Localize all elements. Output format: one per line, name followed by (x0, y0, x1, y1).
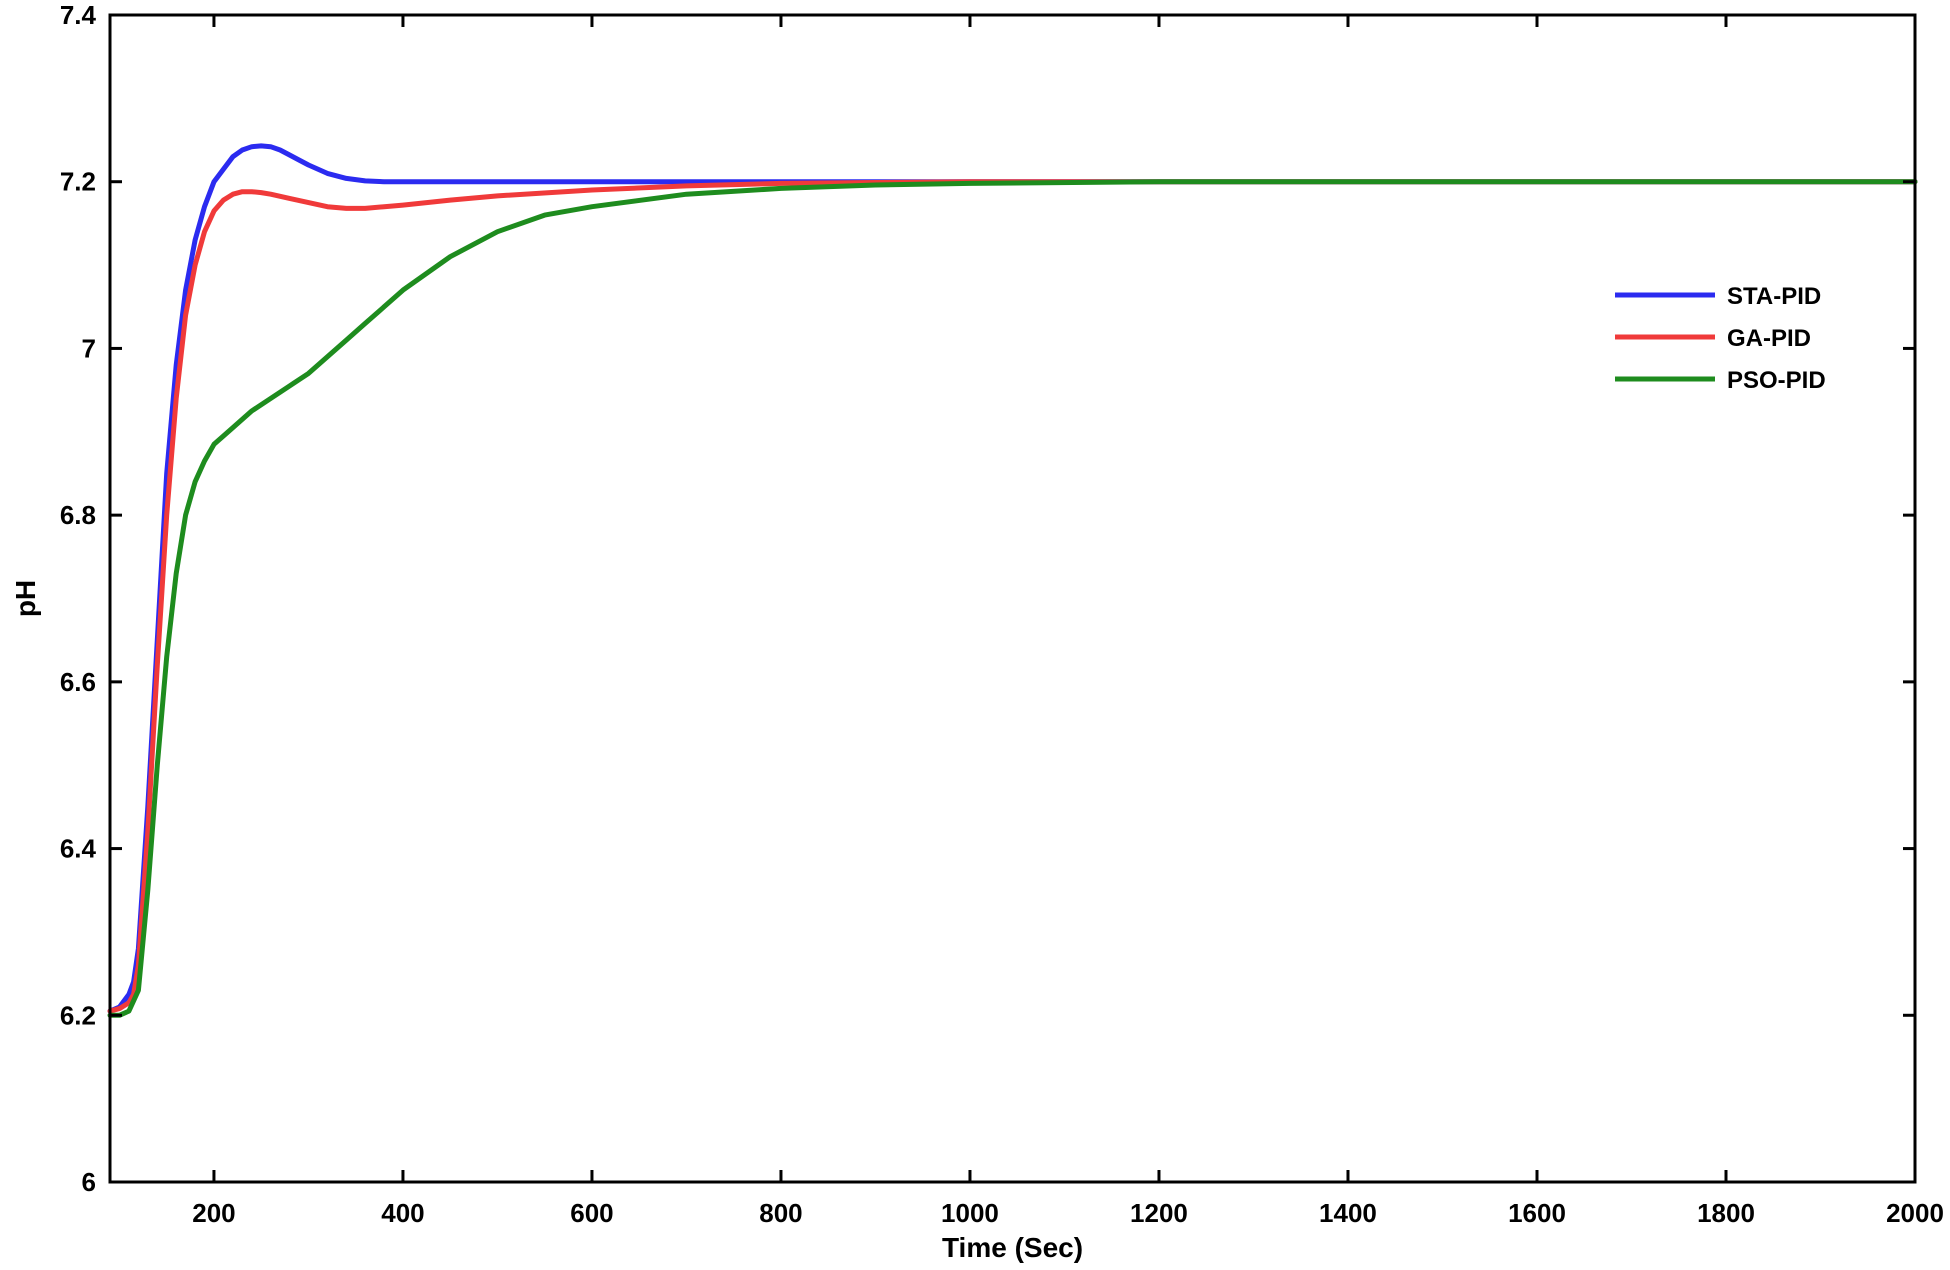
y-tick-label: 6 (82, 1167, 96, 1197)
series-layer (107, 143, 1918, 1018)
x-axis-label: Time (Sec) (942, 1232, 1083, 1263)
series-line-ga-pid (107, 179, 1918, 1014)
legend: STA-PID GA-PID PSO-PID (1615, 283, 1826, 394)
x-tick-label: 800 (759, 1198, 802, 1228)
legend-label-sta-pid: STA-PID (1727, 283, 1821, 310)
y-tick-label: 6.8 (60, 500, 96, 530)
series-line-sta-pid (107, 143, 1918, 1014)
x-tick-label: 600 (570, 1198, 613, 1228)
x-tick-label: 1600 (1508, 1198, 1566, 1228)
y-tick-label: 6.4 (60, 834, 97, 864)
y-tick-label: 7.2 (60, 167, 96, 197)
x-tick-label: 200 (192, 1198, 235, 1228)
x-tick-label: 2000 (1886, 1198, 1944, 1228)
legend-label-ga-pid: GA-PID (1727, 325, 1811, 352)
series-line-pso-pid (107, 179, 1918, 1018)
x-tick-label: 400 (381, 1198, 424, 1228)
x-tick-label: 1200 (1130, 1198, 1188, 1228)
y-axis-label: pH (10, 580, 41, 617)
axes-layer: 200 400 600 800 1000 1200 1400 1600 1800 2000 6 6.2… (10, 0, 1944, 1263)
x-tick-label: 1800 (1697, 1198, 1755, 1228)
x-tick-label: 1400 (1319, 1198, 1377, 1228)
x-tick-label: 1000 (941, 1198, 999, 1228)
y-tick-label: 7.4 (60, 0, 97, 30)
legend-label-pso-pid: PSO-PID (1727, 367, 1826, 394)
y-tick-label: 6.2 (60, 1000, 96, 1030)
y-tick-label: 7 (82, 333, 96, 363)
y-tick-label: 6.6 (60, 667, 96, 697)
plot-frame (108, 13, 1917, 1184)
